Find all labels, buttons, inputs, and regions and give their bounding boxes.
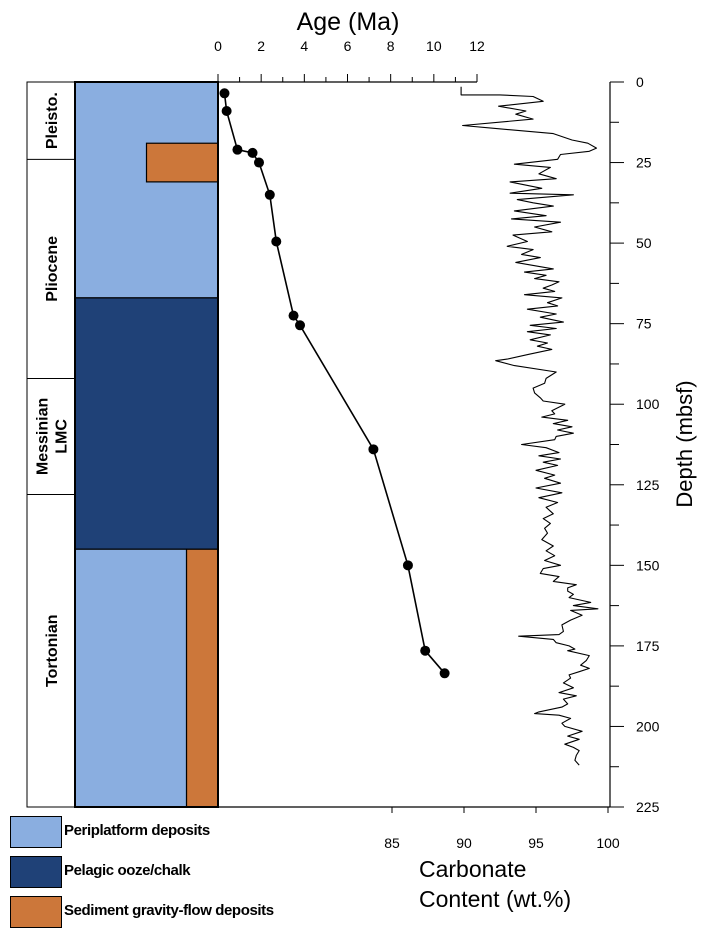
legend-label-periplatform: Periplatform deposits xyxy=(64,822,210,839)
age-tick-label: 4 xyxy=(300,38,308,54)
carbonate-content-line xyxy=(460,86,599,766)
carbonate-tick-label: 85 xyxy=(384,835,400,851)
depth-tick-label: 175 xyxy=(636,638,660,654)
carbonate-tick-label: 100 xyxy=(596,835,620,851)
carbonate-axis-title: Carbonate Content (wt.%) xyxy=(419,856,571,912)
age-tick-label: 10 xyxy=(426,38,442,54)
epoch-label: Tortonian xyxy=(44,614,61,687)
age-depth-point xyxy=(247,147,258,158)
series-layer xyxy=(219,86,599,766)
depth-tick-label: 25 xyxy=(636,155,652,171)
age-depth-point xyxy=(219,88,230,99)
age-axis-title: Age (Ma) xyxy=(297,8,400,36)
depth-tick-label: 225 xyxy=(636,799,660,815)
age-depth-point xyxy=(402,560,413,571)
lithology-column xyxy=(74,81,219,808)
depth-tick-label: 200 xyxy=(636,718,660,734)
age-tick-label: 6 xyxy=(344,38,352,54)
lithology-block-periplatform-3 xyxy=(74,548,188,808)
depth-tick-label: 125 xyxy=(636,477,660,493)
depth-tick-label: 150 xyxy=(636,557,660,573)
depth-tick-label: 0 xyxy=(636,74,644,90)
age-depth-point xyxy=(288,310,299,321)
age-depth-point xyxy=(420,645,431,656)
carbonate-axis-title-line: Carbonate xyxy=(419,856,526,882)
carbonate-tick-label: 90 xyxy=(456,835,472,851)
age-tick-label: 12 xyxy=(469,38,485,54)
lithology-block-gravity_flow-1 xyxy=(145,142,219,183)
age-depth-point xyxy=(221,106,232,116)
carbonate-tick-label: 95 xyxy=(528,835,544,851)
epoch-label: Pliocene xyxy=(44,236,61,302)
age-depth-point xyxy=(271,236,282,247)
epoch-column: Pleisto. Pliocene Messinian LMC Tortonian xyxy=(26,81,76,808)
carbonate-axis: 85 90 95 100 xyxy=(218,806,620,851)
epoch-label: LMC xyxy=(54,419,71,454)
age-depth-point xyxy=(264,189,275,200)
age-depth-point xyxy=(254,157,265,168)
epoch-label: Pleisto. xyxy=(44,92,61,149)
age-tick-label: 8 xyxy=(387,38,395,54)
lithology-block-pelagic-2 xyxy=(74,297,219,550)
age-tick-label: 0 xyxy=(214,38,222,54)
lithology-block-gravity_flow-4 xyxy=(185,548,219,808)
epoch-frame xyxy=(26,81,76,808)
legend-swatch-gravity-flow xyxy=(10,896,62,928)
age-axis: 0 2 4 6 8 10 12 xyxy=(214,38,485,83)
depth-tick-label: 75 xyxy=(636,316,652,332)
depth-tick-label: 50 xyxy=(636,235,652,251)
age-depth-point xyxy=(232,144,243,155)
depth-tick-label: 100 xyxy=(636,396,660,412)
age-tick-label: 2 xyxy=(257,38,265,54)
age-depth-line xyxy=(223,93,446,674)
legend-label-gravity-flow: Sediment gravity-flow deposits xyxy=(64,902,274,919)
legend-swatch-pelagic xyxy=(10,856,62,888)
age-depth-point xyxy=(439,668,450,679)
legend-label-pelagic: Pelagic ooze/chalk xyxy=(64,862,191,879)
depth-axis: 0 25 50 75 100 125 150 175 200 225 xyxy=(609,74,660,815)
epoch-label: Messinian xyxy=(35,398,52,475)
depth-axis-title: Depth (mbsf) xyxy=(672,380,697,507)
legend-swatch-periplatform xyxy=(10,816,62,848)
age-depth-point xyxy=(368,444,379,455)
age-depth-point xyxy=(295,320,306,331)
lithology-block-periplatform-0 xyxy=(74,81,219,299)
carbonate-axis-title-line: Content (wt.%) xyxy=(419,886,571,912)
